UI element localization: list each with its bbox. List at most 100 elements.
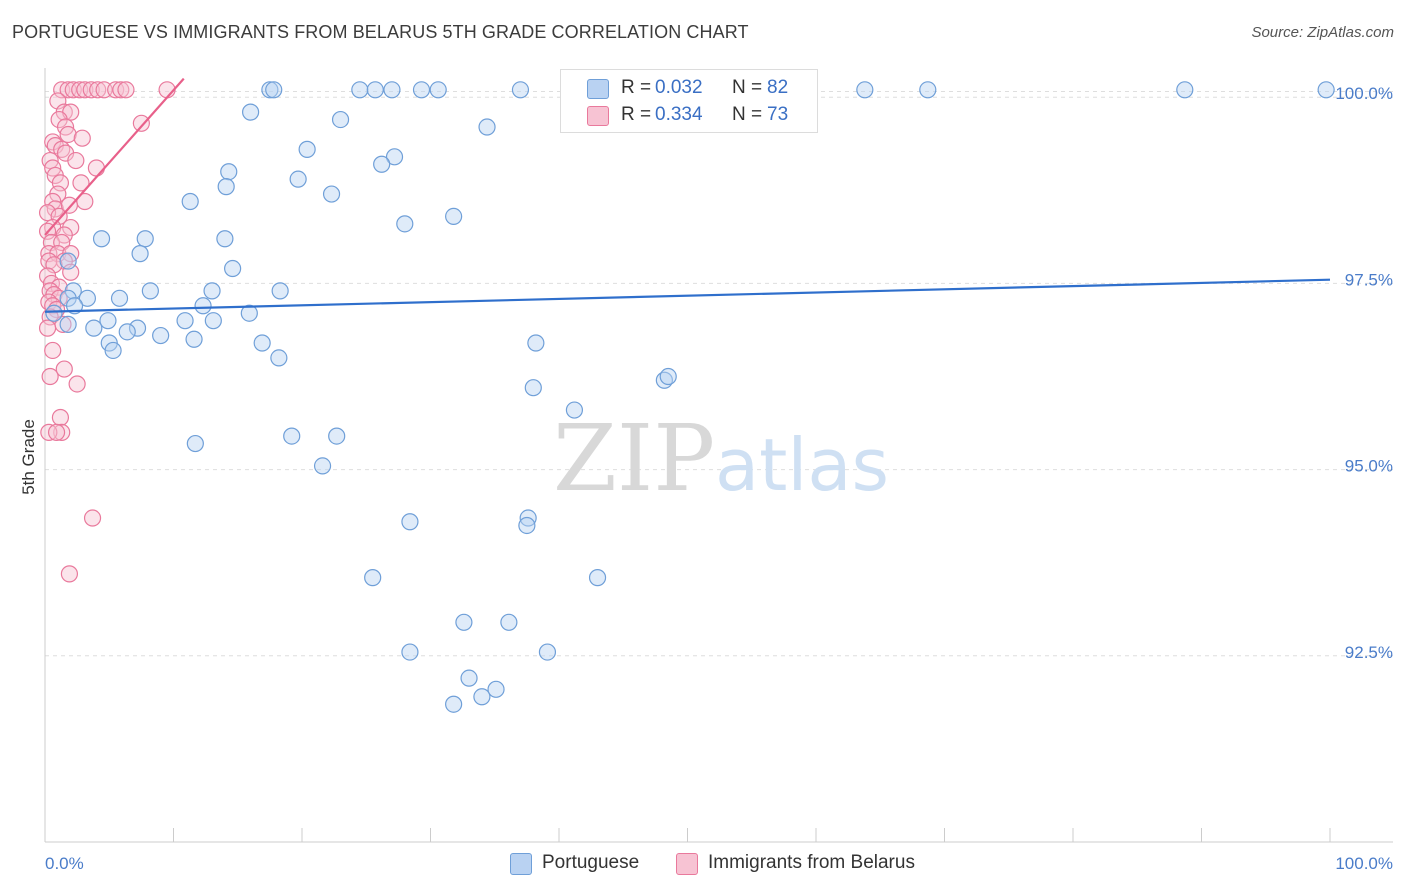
legend-n-label: N =: [732, 104, 763, 125]
portuguese-point: [261, 81, 279, 99]
portuguese-point: [385, 148, 404, 166]
portuguese-point: [364, 569, 382, 587]
belarus-trend-line: [44, 77, 185, 236]
x-tick-label: 100.0%: [1335, 854, 1393, 873]
portuguese-point: [59, 252, 77, 270]
portuguese-point: [445, 695, 463, 713]
portuguese-point: [217, 178, 235, 196]
portuguese-point: [331, 110, 350, 129]
portuguese-point: [1176, 81, 1194, 99]
belarus-point: [67, 151, 85, 170]
portuguese-point: [136, 230, 154, 248]
portuguese-point: [919, 81, 937, 99]
correlation-legend: R = 0.032 N = 82 R = 0.334 N = 73: [560, 69, 818, 133]
portuguese-point: [240, 304, 258, 322]
portuguese-point: [366, 81, 384, 99]
watermark-zip: ZIP: [553, 405, 715, 512]
belarus-point: [60, 196, 79, 214]
belarus-point: [89, 81, 107, 99]
portuguese-point: [856, 81, 874, 99]
portuguese-point: [396, 215, 414, 233]
portuguese-point: [412, 81, 431, 99]
y-tick-label: 95.0%: [1345, 457, 1393, 476]
portuguese-point: [104, 341, 122, 360]
portuguese-point: [659, 367, 677, 386]
bottom-legend-label: Portuguese: [542, 852, 640, 873]
belarus-point: [132, 114, 150, 132]
legend-r-label: R =: [621, 77, 652, 98]
portuguese-point: [59, 315, 77, 333]
y-tick-label: 92.5%: [1345, 643, 1393, 662]
portuguese-point: [383, 81, 401, 99]
portuguese-point: [373, 155, 391, 173]
portuguese-point: [500, 613, 518, 631]
belarus-point: [76, 81, 94, 99]
belarus-point: [68, 375, 86, 393]
portuguese-point: [99, 312, 117, 330]
legend-r-value: 0.032: [655, 77, 703, 98]
portuguese-trend-line: [44, 278, 1331, 313]
belarus-point: [44, 341, 62, 360]
legend-n-value: 82: [767, 77, 789, 98]
portuguese-point: [429, 81, 447, 99]
belarus-point: [47, 423, 66, 441]
series-belarus-points: [38, 81, 176, 583]
portuguese-point: [270, 349, 288, 367]
portuguese-point: [131, 245, 149, 263]
portuguese-point: [401, 643, 419, 661]
portuguese-point: [487, 680, 505, 698]
portuguese-point: [298, 140, 316, 158]
portuguese-point: [181, 192, 199, 211]
legend-r-value: 0.334: [655, 104, 703, 125]
portuguese-point: [565, 401, 584, 419]
belarus-point: [59, 125, 77, 144]
belarus-point: [83, 509, 102, 527]
portuguese-point: [313, 457, 332, 475]
tick-labels: 92.5% 95.0% 97.5% 100.0% 0.0% 100.0%: [45, 84, 1393, 873]
axes: [44, 68, 1393, 843]
portuguese-point: [152, 326, 170, 345]
portuguese-point: [242, 103, 260, 121]
portuguese-point: [128, 319, 147, 337]
portuguese-point: [283, 427, 301, 445]
portuguese-point: [194, 297, 212, 315]
belarus-point: [41, 367, 59, 386]
belarus-point: [53, 423, 71, 441]
portuguese-point: [1317, 81, 1335, 99]
portuguese-point: [538, 643, 557, 661]
belarus-point: [60, 565, 79, 583]
bottom-legend-swatch-portuguese: [510, 853, 532, 875]
portuguese-point: [45, 304, 63, 322]
portuguese-point: [65, 297, 84, 315]
portuguese-point: [110, 289, 129, 307]
portuguese-point: [518, 516, 536, 535]
legend-swatch-belarus: [587, 106, 609, 126]
portuguese-point: [271, 282, 289, 300]
chart-title: PORTUGUESE VS IMMIGRANTS FROM BELARUS 5T…: [12, 22, 749, 42]
portuguese-point: [85, 319, 103, 337]
portuguese-point: [527, 334, 545, 352]
portuguese-point: [473, 688, 491, 706]
portuguese-point: [511, 81, 530, 99]
portuguese-point: [588, 569, 607, 587]
portuguese-point: [265, 81, 283, 99]
portuguese-point: [216, 230, 234, 248]
legend-r-label: R =: [621, 104, 652, 125]
bottom-legend-label: Immigrants from Belarus: [708, 852, 915, 873]
portuguese-point: [289, 170, 307, 188]
belarus-point: [55, 360, 73, 378]
portuguese-point: [401, 513, 419, 531]
belarus-point: [82, 81, 100, 99]
belarus-point: [53, 233, 71, 252]
y-tick-label: 97.5%: [1345, 270, 1393, 289]
belarus-point: [112, 81, 130, 99]
portuguese-point: [322, 185, 341, 203]
portuguese-point: [224, 259, 242, 278]
belarus-point: [87, 159, 106, 177]
portuguese-point: [204, 312, 222, 330]
portuguese-point: [445, 207, 463, 225]
portuguese-point: [455, 613, 473, 631]
belarus-point: [51, 408, 70, 427]
legend-swatch-portuguese: [587, 79, 609, 99]
